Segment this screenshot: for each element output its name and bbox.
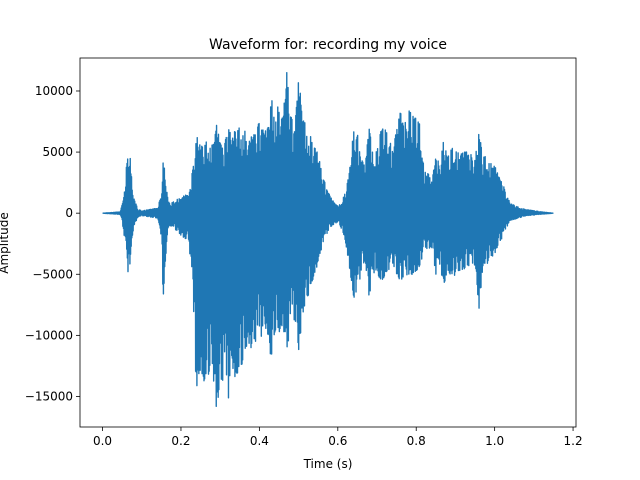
y-tick-label: 10000 [35,84,73,98]
y-tick-label: −15000 [25,389,73,403]
chart-title: Waveform for: recording my voice [209,37,447,53]
x-tick-label: 0.4 [250,434,269,448]
x-tick-label: 0.0 [93,434,112,448]
y-tick-label: −10000 [25,328,73,342]
x-axis-ticks: 0.0 0.2 0.4 0.6 0.8 1.0 1.2 [93,427,583,448]
x-axis-label: Time (s) [303,457,353,471]
x-tick-label: 0.6 [328,434,347,448]
x-tick-label: 0.8 [407,434,426,448]
plot-area [80,58,576,427]
x-tick-label: 0.2 [171,434,190,448]
x-tick-label: 1.2 [564,434,583,448]
y-tick-label: 0 [65,206,73,220]
y-axis-ticks: −15000 −10000 −5000 0 5000 10000 [25,84,80,403]
x-tick-label: 1.0 [485,434,504,448]
plot-frame [79,57,577,428]
y-axis-label: Amplitude [0,212,11,274]
y-tick-label: −5000 [32,267,73,281]
y-tick-label: 5000 [42,145,73,159]
waveform-series-line [102,71,554,408]
